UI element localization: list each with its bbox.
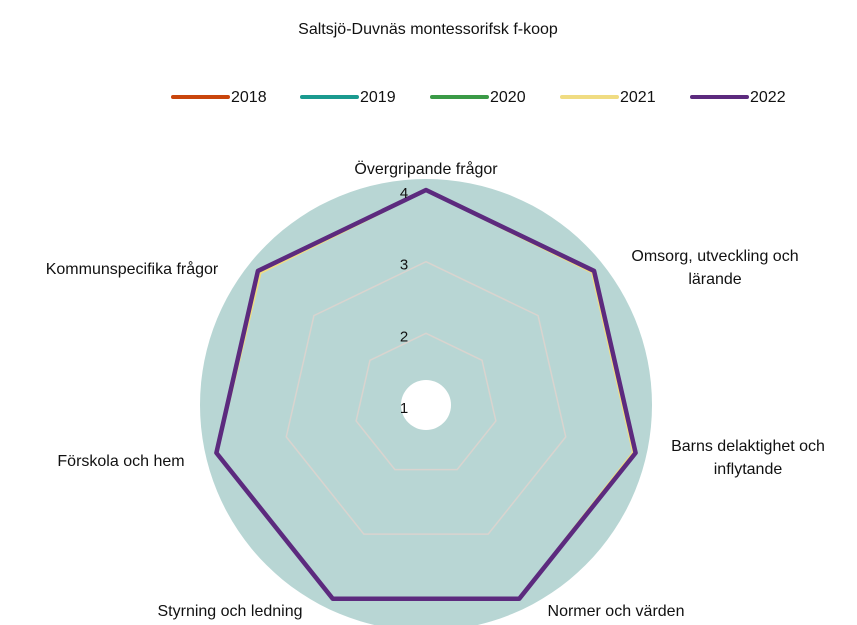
- series-line: [214, 187, 638, 601]
- r-tick-label: 3: [400, 257, 408, 274]
- category-label: Normer och värden: [548, 603, 685, 620]
- legend-label: 2019: [360, 89, 396, 106]
- category-label: Kommunspecifika frågor: [46, 260, 219, 278]
- chart-title: Saltsjö-Duvnäs montessorifsk f-koop: [298, 21, 558, 38]
- grid-ring: [355, 332, 497, 471]
- r-tick-label: 4: [400, 185, 408, 202]
- category-label: Omsorg, utveckling och lärande: [631, 248, 798, 288]
- legend-label: 2021: [620, 89, 656, 106]
- category-label: Övergripande frågor: [354, 160, 498, 178]
- legend-label: 2022: [750, 89, 786, 106]
- center-hole: [401, 380, 451, 430]
- legend-label: 2020: [490, 89, 526, 106]
- category-label: Styrning och ledning: [158, 603, 303, 620]
- category-label: Förskola och hem: [57, 453, 184, 470]
- category-label: Barns delaktighet och inflytande: [671, 438, 825, 478]
- r-tick-label: 1: [400, 400, 408, 417]
- grid-ring: [285, 260, 567, 535]
- legend-label: 2018: [231, 89, 267, 106]
- r-tick-label: 2: [400, 328, 408, 345]
